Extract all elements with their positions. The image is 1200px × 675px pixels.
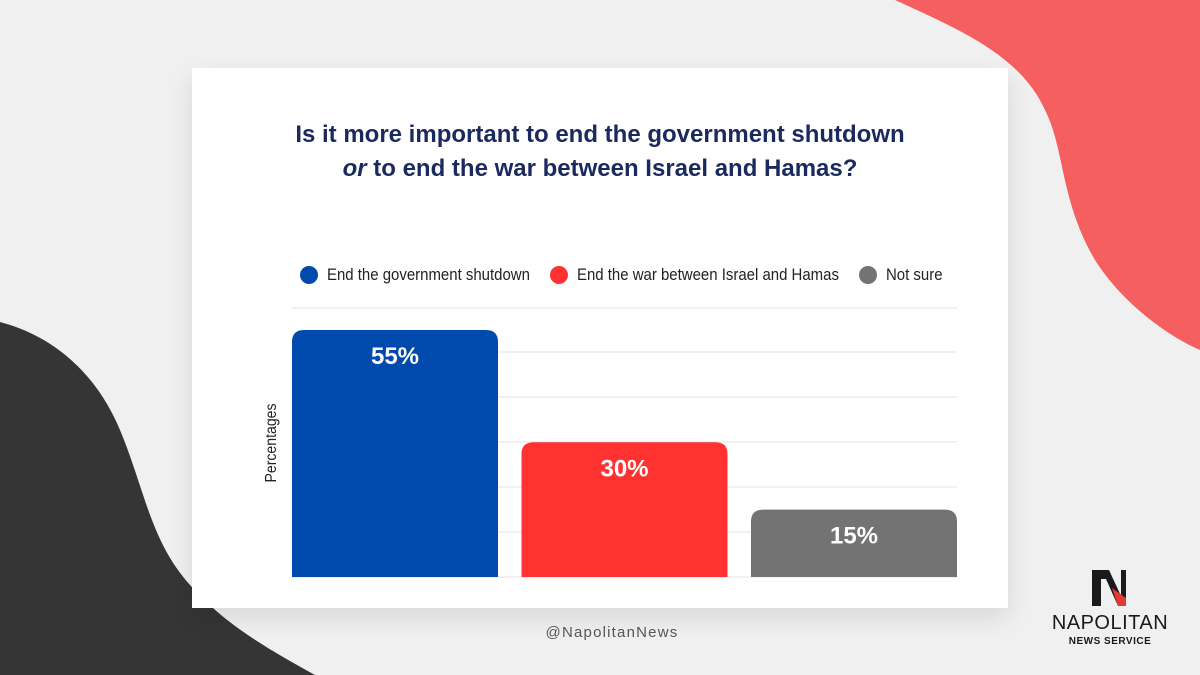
legend-item-not-sure: Not sure <box>859 262 950 288</box>
data-label-war: 30% <box>600 455 648 482</box>
title-line-1: Is it more important to end the governme… <box>295 121 905 148</box>
legend-label-not-sure: Not sure <box>886 265 943 284</box>
coral-blob <box>895 0 1200 350</box>
logo-subtitle-text: NEWS SERVICE <box>1068 636 1152 647</box>
chart-card: Is it more important to end the governme… <box>192 68 1008 608</box>
legend-label-war: End the war between Israel and Hamas <box>577 265 839 284</box>
bars: 55% 30% 15% <box>292 330 957 577</box>
legend-swatch-shutdown <box>300 266 318 284</box>
legend-item-war: End the war between Israel and Hamas <box>550 262 875 288</box>
legend-label-shutdown: End the government shutdown <box>327 265 530 284</box>
data-label-shutdown: 55% <box>371 343 419 370</box>
napolitan-logo: NAPOLITAN NEWS SERVICE <box>1040 566 1180 656</box>
social-handle: @NapolitanNews <box>545 624 679 641</box>
bar-war <box>521 442 728 577</box>
y-axis-label: Percentages <box>262 403 280 482</box>
bar-shutdown <box>292 330 498 577</box>
data-label-not-sure: 15% <box>830 523 878 550</box>
logo-name-text: NAPOLITAN <box>1051 612 1169 634</box>
napolitan-n-logo-icon <box>1092 570 1126 606</box>
chart-legend: End the government shutdown End the war … <box>300 262 980 288</box>
title-line-2: or to end the war between Israel and Ham… <box>192 152 1008 186</box>
title-line-2-rest: to end the war between Israel and Hamas? <box>366 155 858 182</box>
chart-title: Is it more important to end the governme… <box>192 118 1008 186</box>
title-italic-or: or <box>342 155 367 182</box>
bar-not-sure <box>751 509 957 577</box>
bar-chart-plot: 55% 30% 15% Percentages <box>262 307 957 578</box>
legend-item-shutdown: End the government shutdown <box>300 262 558 288</box>
legend-swatch-war <box>550 266 568 284</box>
legend-swatch-not-sure <box>859 266 877 284</box>
dark-blob <box>0 322 315 675</box>
